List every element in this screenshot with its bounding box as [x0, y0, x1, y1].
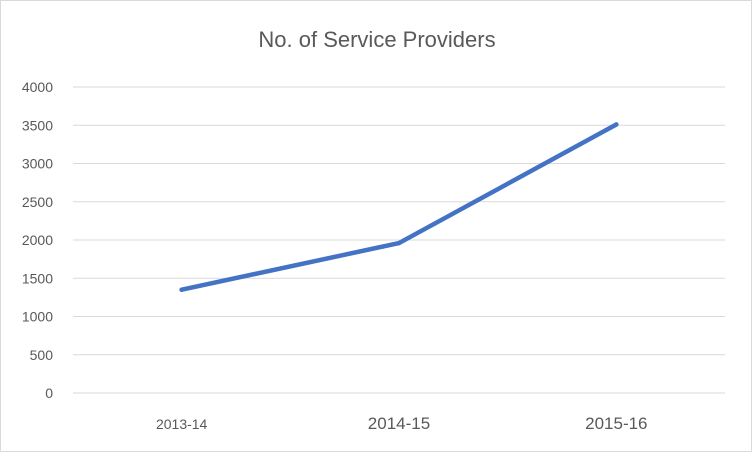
gridlines: [73, 86, 725, 394]
y-tick-label: 0: [45, 385, 53, 401]
y-tick-label: 500: [30, 347, 54, 363]
data-point: [614, 122, 619, 127]
y-tick-label: 1500: [22, 270, 53, 286]
y-tick-label: 1000: [22, 309, 53, 325]
data-point: [396, 240, 402, 246]
series-line: [179, 122, 619, 292]
chart-title: No. of Service Providers: [258, 27, 496, 52]
y-tick-label: 3000: [22, 156, 53, 172]
data-point: [179, 287, 184, 292]
y-tick-label: 3500: [22, 117, 53, 133]
y-tick-label: 4000: [22, 79, 53, 95]
x-tick-label: 2015-16: [585, 414, 647, 433]
y-tick-label: 2000: [22, 232, 53, 248]
x-axis-ticks: 2013-14 2014-15 2015-16: [156, 414, 648, 433]
x-tick-label: 2014-15: [368, 414, 430, 433]
x-tick-label: 2013-14: [156, 416, 208, 432]
series-layer: [179, 122, 619, 292]
y-axis-ticks: 0 500 1000 1500 2000 2500 3000 3500 4000: [22, 79, 53, 401]
y-tick-label: 2500: [22, 194, 53, 210]
